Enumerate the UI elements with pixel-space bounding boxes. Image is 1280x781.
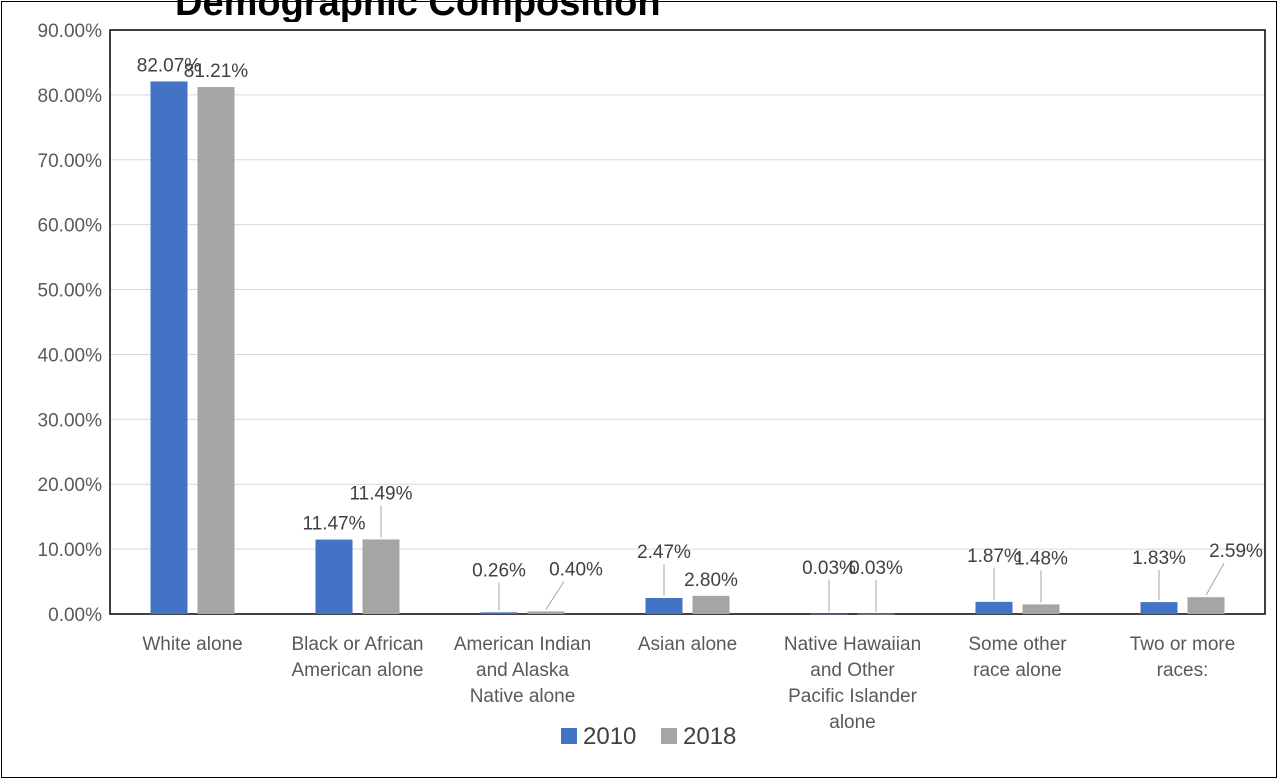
y-tick-label: 20.00%: [38, 475, 103, 496]
data-label: 2.59%: [1209, 541, 1263, 562]
bar-2010: [975, 601, 1013, 614]
y-tick-label: 0.00%: [48, 605, 102, 626]
x-category-label: Native alone: [470, 686, 576, 707]
data-label: 0.26%: [472, 560, 526, 581]
chart-title-area: Demographic Composition: [0, 0, 1280, 22]
x-category-label: Native Hawaiian: [784, 634, 921, 655]
bar-2010: [480, 612, 518, 614]
y-tick-label: 30.00%: [38, 410, 103, 431]
bar-2018: [527, 611, 565, 614]
data-label-leader: [545, 581, 565, 610]
x-category-label: and Alaska: [476, 660, 569, 681]
data-label: 1.83%: [1132, 548, 1186, 569]
bar-2018: [857, 613, 895, 615]
data-label: 1.48%: [1014, 548, 1068, 569]
data-label: 82.07%: [137, 55, 202, 76]
x-category-label: Two or more: [1130, 634, 1236, 655]
x-category-label: Asian alone: [638, 634, 737, 655]
x-category-label: race alone: [973, 660, 1062, 681]
bar-2018: [1022, 604, 1060, 614]
data-label: 11.49%: [349, 483, 412, 504]
data-label: 0.03%: [802, 558, 856, 579]
y-tick-label: 10.00%: [38, 540, 103, 561]
chart-title: Demographic Composition: [175, 0, 661, 22]
bar-2010: [810, 613, 848, 615]
bar-2010: [1140, 602, 1178, 614]
x-category-label: White alone: [142, 634, 242, 655]
bar-2018: [1187, 597, 1225, 614]
y-tick-label: 90.00%: [38, 21, 103, 42]
bar-2010: [315, 539, 353, 614]
data-label: 11.47%: [302, 514, 365, 535]
bar-2010: [645, 597, 683, 614]
data-label: 2.80%: [684, 570, 738, 591]
plot-area-border: [109, 29, 1266, 615]
x-category-label: Some other: [968, 634, 1067, 655]
legend-swatch-2018: [661, 728, 677, 744]
data-label: 81.21%: [184, 61, 249, 82]
y-tick-label: 80.00%: [38, 86, 103, 107]
y-tick-label: 70.00%: [38, 151, 103, 172]
bar-2018: [362, 539, 400, 614]
legend-swatch-2010: [561, 728, 577, 744]
legend-label: 2018: [683, 723, 736, 750]
x-category-label: Black or African: [292, 634, 424, 655]
legend-label: 2010: [583, 723, 636, 750]
x-category-label: races:: [1157, 660, 1209, 681]
y-tick-label: 60.00%: [38, 216, 103, 237]
x-category-label: alone: [829, 712, 876, 733]
bar-2010: [150, 81, 188, 614]
x-category-label: American alone: [291, 660, 423, 681]
data-label: 2.47%: [637, 542, 691, 563]
x-category-label: Pacific Islander: [788, 686, 918, 707]
bar-2018: [197, 87, 235, 614]
y-tick-label: 50.00%: [38, 281, 103, 302]
data-label: 0.40%: [549, 559, 603, 580]
x-category-label: and Other: [810, 660, 895, 681]
data-label: 0.03%: [849, 558, 903, 579]
bar-2018: [692, 595, 730, 614]
data-label-leader: [1205, 562, 1225, 596]
data-label: 1.87%: [967, 546, 1021, 567]
y-tick-label: 40.00%: [38, 345, 103, 366]
x-category-label: American Indian: [454, 634, 591, 655]
